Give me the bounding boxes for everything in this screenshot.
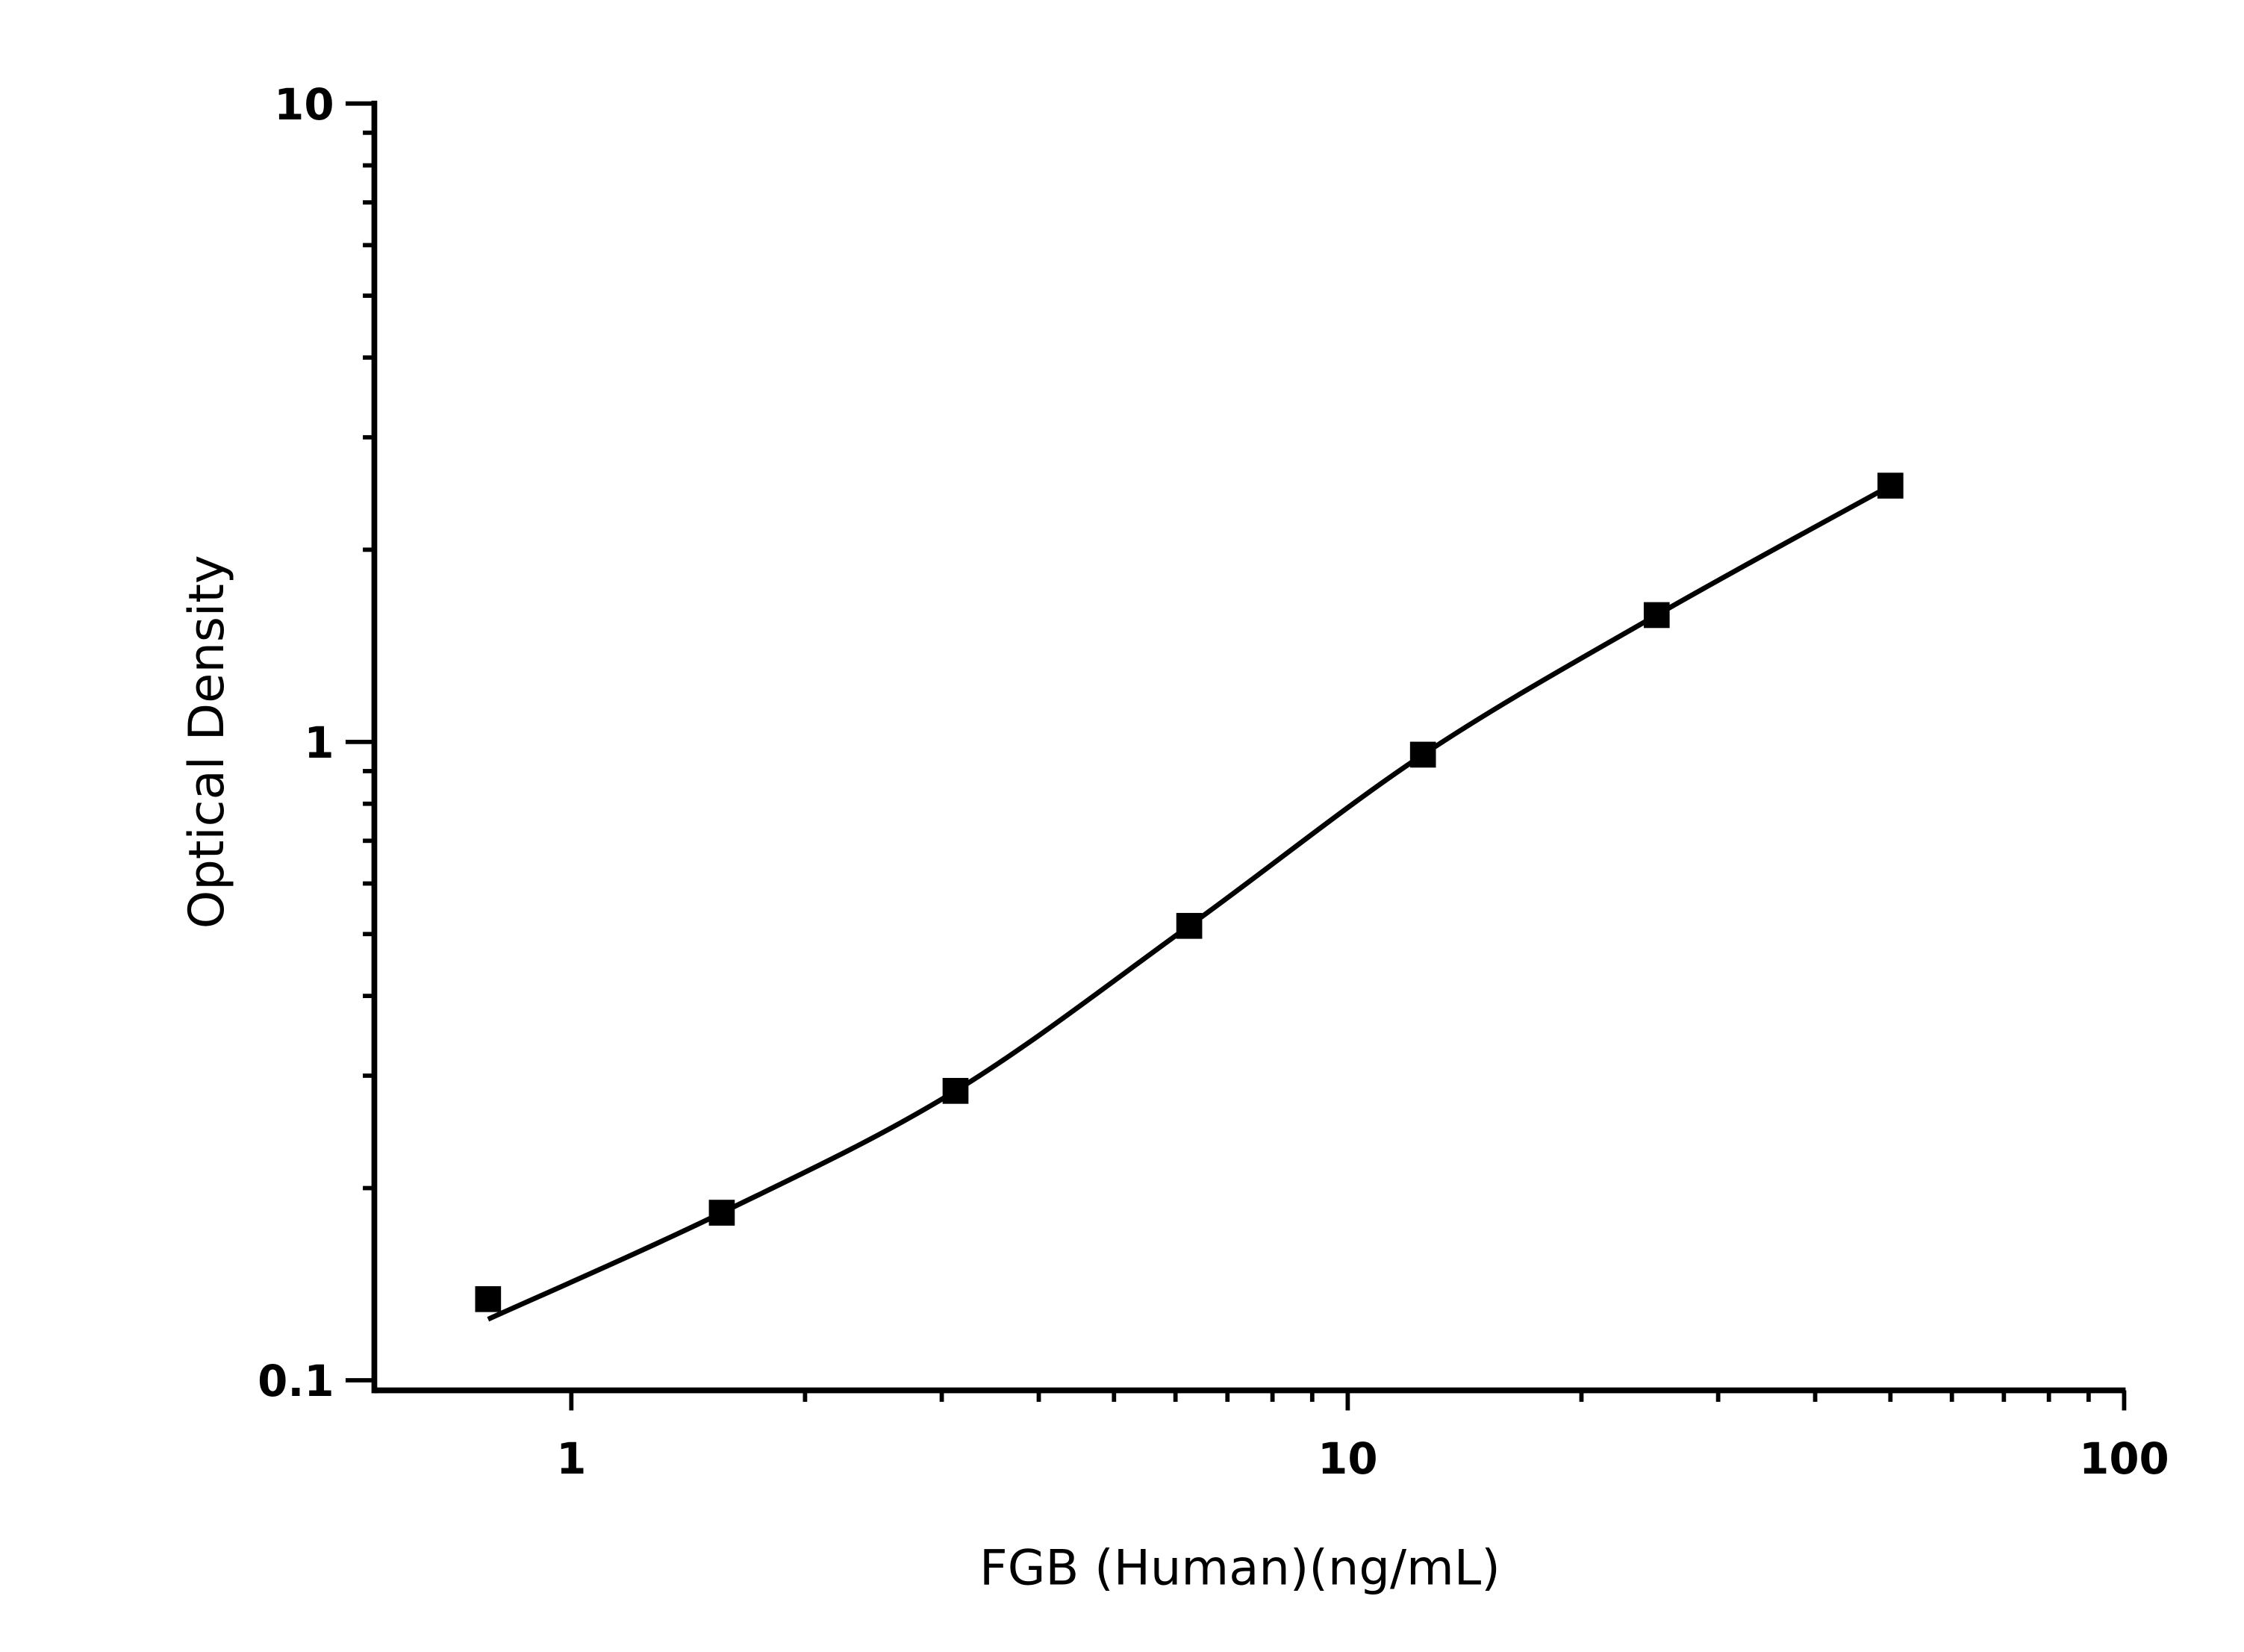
data-point	[1176, 912, 1203, 939]
x-tick-label: 10	[1318, 1433, 1377, 1484]
x-tick-label: 100	[2079, 1433, 2169, 1484]
x-axis-title: FGB (Human)(ng/mL)	[979, 1539, 1500, 1596]
data-point	[1877, 473, 1904, 499]
y-axis-title: Optical Density	[178, 555, 235, 929]
data-point	[942, 1077, 969, 1104]
data-point	[1409, 741, 1436, 768]
data-marks	[475, 473, 1904, 1322]
data-point	[1643, 602, 1670, 629]
y-tick-label: 10	[274, 79, 334, 130]
data-point	[475, 1285, 502, 1312]
fit-curve	[487, 483, 1892, 1322]
y-tick-label: 1	[304, 717, 334, 768]
x-tick-label: 1	[556, 1433, 586, 1484]
data-point	[708, 1200, 735, 1226]
y-tick-label: 0.1	[258, 1356, 334, 1406]
axes: 1 10 100 0.1 1 10	[258, 79, 2169, 1484]
